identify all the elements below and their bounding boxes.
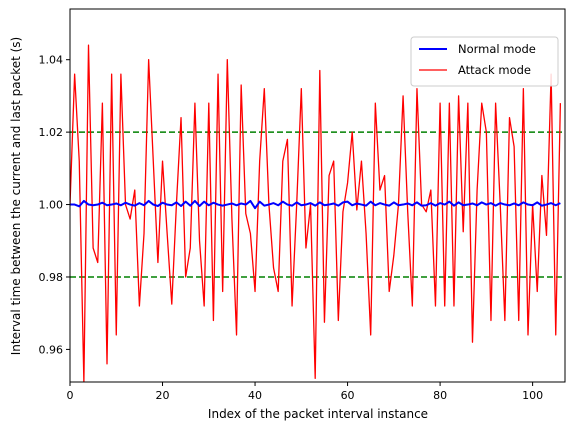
legend-box: [410, 36, 559, 87]
x-axis-ticks: 0 20 40 60 80 100: [67, 382, 543, 402]
y-tick-label: 0.98: [39, 271, 64, 284]
legend: Normal mode Attack mode: [410, 36, 559, 87]
x-tick-label: 60: [341, 389, 355, 402]
plot-frame: [69, 8, 566, 383]
series-line-attack-mode: [70, 44, 562, 382]
y-tick-label: 0.96: [39, 343, 64, 356]
legend-label-attack-mode: Attack mode: [458, 63, 531, 77]
legend-label-normal-mode: Normal mode: [458, 42, 536, 56]
y-tick-label: 1.02: [39, 126, 64, 139]
x-axis-label: Index of the packet interval instance: [208, 407, 428, 421]
y-axis-ticks: 0.96 0.98 1.00 1.02 1.04: [39, 54, 70, 356]
x-tick-label: 40: [248, 389, 262, 402]
x-tick-label: 100: [522, 389, 543, 402]
series-line-normal-mode: [70, 199, 561, 210]
y-tick-label: 1.04: [39, 54, 64, 67]
x-tick-label: 20: [156, 389, 170, 402]
x-tick-label: 80: [433, 389, 447, 402]
x-tick-label: 0: [67, 389, 74, 402]
plot-area: [70, 44, 565, 382]
y-tick-label: 1.00: [39, 199, 64, 212]
y-axis-label: Interval time between the current and la…: [9, 37, 23, 355]
